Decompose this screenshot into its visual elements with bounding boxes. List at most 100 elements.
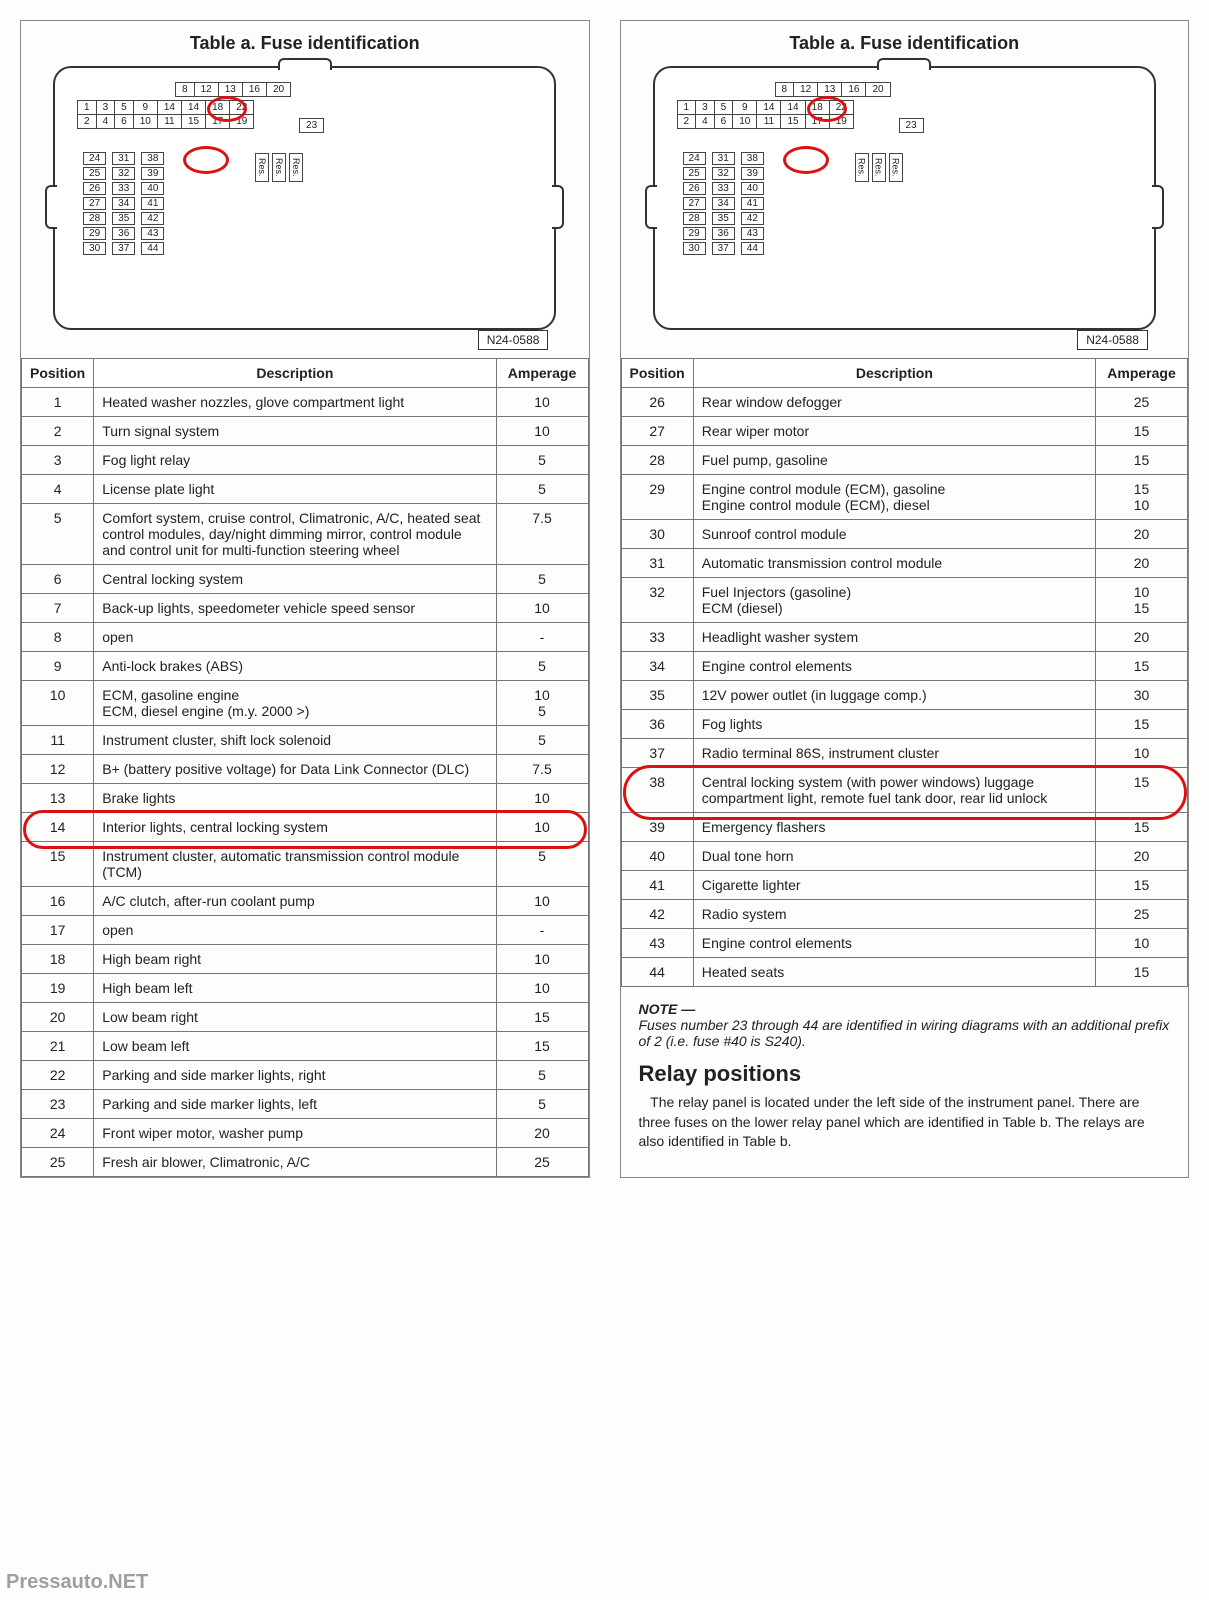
amperage-cell: 20 bbox=[1096, 842, 1188, 871]
fuse-row-17: 17open- bbox=[22, 916, 589, 945]
fuse-slot-42: 42 bbox=[141, 212, 164, 225]
position-cell: 23 bbox=[22, 1090, 94, 1119]
circle-38 bbox=[183, 146, 229, 174]
fuse-row-5: 5Comfort system, cruise control, Climatr… bbox=[22, 504, 589, 565]
position-cell: 12 bbox=[22, 755, 94, 784]
description-cell: High beam right bbox=[94, 945, 496, 974]
description-cell: Dual tone horn bbox=[693, 842, 1095, 871]
fuse-row-41: 41Cigarette lighter15 bbox=[621, 871, 1188, 900]
description-cell: Parking and side marker lights, right bbox=[94, 1061, 496, 1090]
position-cell: 44 bbox=[621, 958, 693, 987]
fuse-slot-28: 28 bbox=[683, 212, 706, 225]
amperage-cell: 5 bbox=[496, 842, 588, 887]
fuse-slot-38: 38 bbox=[741, 152, 764, 165]
fuse-slot-43: 43 bbox=[141, 227, 164, 240]
description-cell: A/C clutch, after-run coolant pump bbox=[94, 887, 496, 916]
position-cell: 39 bbox=[621, 813, 693, 842]
fuse-slot-25: 25 bbox=[83, 167, 106, 180]
fuse-slot-28: 28 bbox=[83, 212, 106, 225]
description-cell: Turn signal system bbox=[94, 417, 496, 446]
description-cell: Central locking system bbox=[94, 565, 496, 594]
fuse-table-left: Position Description Amperage 1Heated wa… bbox=[21, 358, 589, 1177]
amperage-cell: 15 bbox=[1096, 871, 1188, 900]
description-cell: Automatic transmission control module bbox=[693, 549, 1095, 578]
fuse-slot-37: 37 bbox=[112, 242, 135, 255]
position-cell: 5 bbox=[22, 504, 94, 565]
fuse-slot-36: 36 bbox=[112, 227, 135, 240]
position-cell: 6 bbox=[22, 565, 94, 594]
fuse-row-44: 44Heated seats15 bbox=[621, 958, 1188, 987]
amperage-cell: 5 bbox=[496, 446, 588, 475]
description-cell: High beam left bbox=[94, 974, 496, 1003]
description-cell: Anti-lock brakes (ABS) bbox=[94, 652, 496, 681]
position-cell: 36 bbox=[621, 710, 693, 739]
amperage-cell: 7.5 bbox=[496, 504, 588, 565]
description-cell: Emergency flashers bbox=[693, 813, 1095, 842]
amperage-cell: - bbox=[496, 916, 588, 945]
description-cell: Rear wiper motor bbox=[693, 417, 1095, 446]
amperage-cell: 15 bbox=[1096, 446, 1188, 475]
description-cell: Fuel Injectors (gasoline) ECM (diesel) bbox=[693, 578, 1095, 623]
part-number: N24-0588 bbox=[478, 330, 549, 350]
col-amperage: Amperage bbox=[496, 359, 588, 388]
position-cell: 25 bbox=[22, 1148, 94, 1177]
fuse-row-16: 16A/C clutch, after-run coolant pump10 bbox=[22, 887, 589, 916]
fuse-slot-44: 44 bbox=[141, 242, 164, 255]
fuse-slot-32: 32 bbox=[712, 167, 735, 180]
fuse-slot-34: 34 bbox=[112, 197, 135, 210]
fuse-slot-41: 41 bbox=[141, 197, 164, 210]
description-cell: open bbox=[94, 623, 496, 652]
amperage-cell: 15 bbox=[1096, 813, 1188, 842]
amperage-cell: 5 bbox=[496, 1061, 588, 1090]
fuse-row-1: 1Heated washer nozzles, glove compartmen… bbox=[22, 388, 589, 417]
fuse-row-34: 34Engine control elements15 bbox=[621, 652, 1188, 681]
position-cell: 38 bbox=[621, 768, 693, 813]
fuse-slot-44: 44 bbox=[741, 242, 764, 255]
position-cell: 17 bbox=[22, 916, 94, 945]
fuse-slot-33: 33 bbox=[112, 182, 135, 195]
position-cell: 22 bbox=[22, 1061, 94, 1090]
description-cell: Central locking system (with power windo… bbox=[693, 768, 1095, 813]
fuse-slot-42: 42 bbox=[741, 212, 764, 225]
fuse-slot-27: 27 bbox=[683, 197, 706, 210]
position-cell: 32 bbox=[621, 578, 693, 623]
amperage-cell: 15 bbox=[1096, 417, 1188, 446]
relay-heading: Relay positions bbox=[639, 1061, 1171, 1087]
fuse-slot-35: 35 bbox=[112, 212, 135, 225]
description-cell: Front wiper motor, washer pump bbox=[94, 1119, 496, 1148]
amperage-cell: 5 bbox=[496, 1090, 588, 1119]
fuse-slot-36: 36 bbox=[712, 227, 735, 240]
amperage-cell: 25 bbox=[1096, 388, 1188, 417]
fuse-row-8: 8open- bbox=[22, 623, 589, 652]
fuse-slot-24: 24 bbox=[83, 152, 106, 165]
position-cell: 8 bbox=[22, 623, 94, 652]
amperage-cell: 15 bbox=[1096, 710, 1188, 739]
amperage-cell: 7.5 bbox=[496, 755, 588, 784]
position-cell: 34 bbox=[621, 652, 693, 681]
fuse-slot-39: 39 bbox=[141, 167, 164, 180]
position-cell: 26 bbox=[621, 388, 693, 417]
amperage-cell: 25 bbox=[496, 1148, 588, 1177]
fuse-row-12: 12B+ (battery positive voltage) for Data… bbox=[22, 755, 589, 784]
amperage-cell: 25 bbox=[1096, 900, 1188, 929]
position-cell: 31 bbox=[621, 549, 693, 578]
fuse-row-36: 36Fog lights15 bbox=[621, 710, 1188, 739]
fuse-slot-37: 37 bbox=[712, 242, 735, 255]
amperage-cell: 10 bbox=[496, 417, 588, 446]
amperage-cell: 20 bbox=[1096, 520, 1188, 549]
description-cell: Engine control elements bbox=[693, 929, 1095, 958]
position-cell: 27 bbox=[621, 417, 693, 446]
position-cell: 40 bbox=[621, 842, 693, 871]
amperage-cell: 10 5 bbox=[496, 681, 588, 726]
description-cell: Rear window defogger bbox=[693, 388, 1095, 417]
fuse-box-diagram-left: 812131620 1359 14141822 24610 11151719 2… bbox=[53, 66, 556, 330]
description-cell: Fog light relay bbox=[94, 446, 496, 475]
position-cell: 15 bbox=[22, 842, 94, 887]
description-cell: Parking and side marker lights, left bbox=[94, 1090, 496, 1119]
fuse-row-13: 13Brake lights10 bbox=[22, 784, 589, 813]
description-cell: Instrument cluster, shift lock solenoid bbox=[94, 726, 496, 755]
position-cell: 43 bbox=[621, 929, 693, 958]
fuse-row-18: 18High beam right10 bbox=[22, 945, 589, 974]
fuse-row-35: 3512V power outlet (in luggage comp.)30 bbox=[621, 681, 1188, 710]
title-right: Table a. Fuse identification bbox=[621, 33, 1189, 54]
